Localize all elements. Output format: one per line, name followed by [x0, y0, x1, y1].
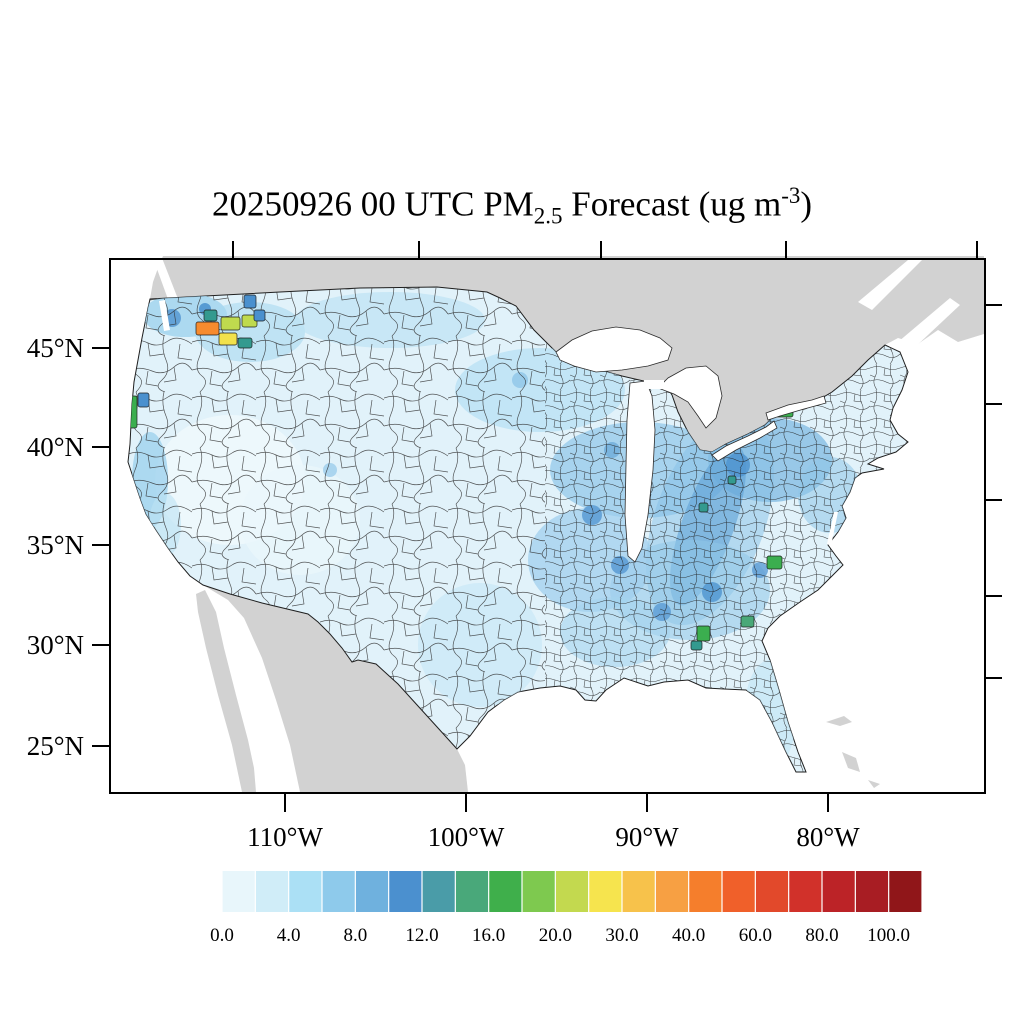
- colorbar-segment: [722, 871, 755, 912]
- st-lawrence-channel: [858, 260, 922, 310]
- hotspot-georgia-teal: [690, 640, 703, 651]
- colorbar-label: 80.0: [805, 925, 838, 946]
- chesapeake-bay: [827, 512, 838, 546]
- colorbar-label: 20.0: [539, 925, 572, 946]
- lake-michigan: [624, 380, 656, 563]
- mexico-landmass: [203, 585, 468, 792]
- colorbar-segment: [455, 871, 489, 912]
- mackinac-strait: [644, 380, 664, 389]
- title-superscript: -3: [781, 183, 801, 208]
- hotspot-montana-blue-1: [243, 294, 257, 309]
- left-tick-label: 35°N: [27, 530, 84, 560]
- lake-ontario: [765, 395, 827, 421]
- bottom-tick-label: 100°W: [428, 822, 505, 852]
- colorbar-label: 0.0: [210, 925, 234, 946]
- hotspot-montana-yellow: [218, 332, 238, 346]
- colorbar-segment: [422, 871, 455, 912]
- colorbar-legend: 0.0 4.0 8.0 12.0 16.0 20.0 30.0 40.0 60.0 80.0 100…: [210, 871, 922, 946]
- colorbar-label: 4.0: [277, 925, 301, 946]
- hotspot-georgia-green-2: [740, 615, 755, 628]
- colorbar-label: 60.0: [739, 925, 772, 946]
- colorbar-segment: [489, 871, 522, 912]
- hotspot-georgia-green-1: [696, 625, 711, 642]
- title-mid: Forecast (ug m: [562, 184, 782, 224]
- bahamas-islands: [826, 716, 880, 788]
- figure-title: 20250926 00 UTC PM2.5 Forecast (ug m-3): [0, 183, 1024, 229]
- colorbar-label: 12.0: [405, 925, 438, 946]
- colorbar-segment: [222, 871, 255, 912]
- hotspot-idaho-teal-1: [203, 309, 218, 322]
- colorbar-label: 40.0: [672, 925, 705, 946]
- hotspot-idaho-yellowgreen-1: [220, 316, 241, 331]
- hotspot-montana-blue-2: [253, 309, 266, 322]
- colorbar-label: 16.0: [472, 925, 505, 946]
- left-tick-label: 30°N: [27, 630, 84, 660]
- colorbar-segment: [822, 871, 855, 912]
- hotspot-north-carolina-green: [766, 555, 783, 570]
- left-tick-label: 25°N: [27, 731, 84, 761]
- colorbar-segment: [589, 871, 622, 912]
- bottom-tick-label: 80°W: [796, 822, 860, 852]
- hotspot-oregon-coast-blue: [137, 392, 150, 408]
- colorbar-segment: [355, 871, 389, 912]
- colorbar-segment: [389, 871, 422, 912]
- puget-sound: [159, 300, 170, 331]
- colorbar-segment: [522, 871, 555, 912]
- colorbar-label: 30.0: [605, 925, 638, 946]
- left-tick-label: 45°N: [27, 333, 84, 363]
- colorbar-segment: [755, 871, 789, 912]
- colorbar-segment: [855, 871, 889, 912]
- hotspot-pennsylvania-teal: [727, 475, 737, 485]
- georgia-strait-channel: [153, 258, 178, 302]
- hotspot-montana-orange: [195, 321, 220, 336]
- lake-erie: [711, 420, 778, 462]
- colorbar-segment: [622, 871, 655, 912]
- colorbar-label: 8.0: [343, 925, 367, 946]
- title-suffix: ): [800, 184, 813, 224]
- colorbar-label: 100.0: [867, 925, 910, 946]
- colorbar-segment: [255, 871, 289, 912]
- colorbar-segment: [789, 871, 822, 912]
- hotspot-west-virginia-teal: [698, 502, 709, 513]
- bottom-tick-label: 90°W: [615, 822, 679, 852]
- title-prefix: 20250926 00 UTC PM: [211, 184, 534, 224]
- left-tick-label: 40°N: [27, 432, 84, 462]
- colorbar-segment: [289, 871, 322, 912]
- lake-huron: [657, 365, 723, 429]
- colorbar-segment: [322, 871, 355, 912]
- colorbar-segment: [689, 871, 722, 912]
- fundy-channel: [898, 298, 960, 350]
- map-frame: [109, 258, 986, 794]
- lake-superior: [555, 326, 673, 373]
- hotspot-idaho-teal-2: [237, 337, 253, 349]
- colorbar-segment: [555, 871, 589, 912]
- baja-peninsula: [196, 590, 256, 792]
- bottom-tick-label: 110°W: [247, 822, 323, 852]
- title-subscript: 2.5: [533, 203, 563, 229]
- colorbar-segment: [889, 871, 922, 912]
- axis-layer: 45°N 40°N 35°N 30°N 25°N 110°W 100°W 90°W 80°W: [27, 241, 1002, 852]
- colorbar-segment: [655, 871, 689, 912]
